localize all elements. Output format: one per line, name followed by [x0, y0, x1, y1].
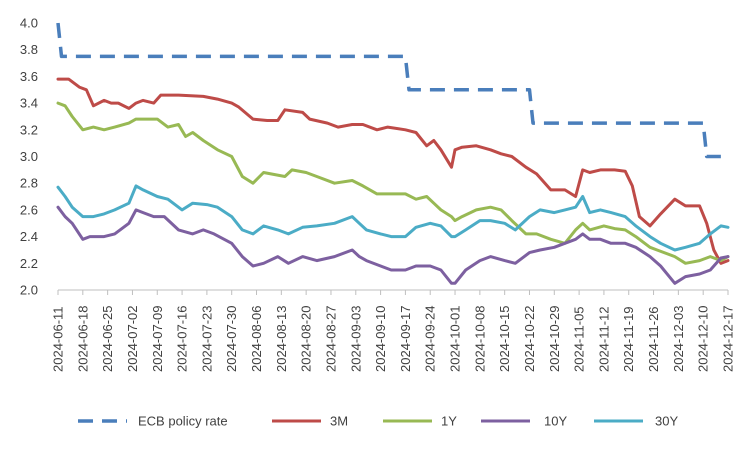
x-tick-label: 2024-11-26 — [646, 306, 661, 372]
x-tick-label: 2024-12-03 — [671, 306, 686, 373]
x-tick-label: 2024-08-06 — [249, 306, 264, 373]
legend-label-30y: 30Y — [655, 414, 678, 429]
y-tick-label: 3.4 — [20, 96, 38, 111]
x-tick-label: 2024-11-12 — [596, 306, 611, 372]
x-tick-label: 2024-12-17 — [721, 306, 736, 373]
x-tick-label: 2024-09-17 — [398, 306, 413, 373]
series-line-10y — [56, 205, 730, 285]
y-tick-label: 2.4 — [20, 229, 38, 244]
legend: ECB policy rate 3M 1Y 10Y 30Y — [78, 414, 678, 429]
x-tick-label: 2024-10-08 — [472, 306, 487, 372]
y-tick-label: 2.2 — [20, 256, 38, 271]
y-tick-label: 2.6 — [20, 202, 38, 217]
series-line-1y — [56, 101, 730, 265]
y-tick-label: 3.6 — [20, 69, 38, 84]
y-axis: 4.0 3.8 3.6 3.4 3.2 3.0 2.8 2.6 2.4 2.2 2.0 — [20, 16, 38, 298]
x-tick-label: 2024-07-09 — [150, 306, 165, 373]
series-lines — [56, 22, 730, 285]
x-tick-label: 2024-12-10 — [696, 306, 711, 373]
x-tick-label: 2024-09-03 — [348, 306, 363, 373]
x-tick-label: 2024-09-10 — [373, 306, 388, 373]
legend-label-10y: 10Y — [544, 414, 567, 429]
y-tick-label: 3.2 — [20, 122, 38, 137]
x-tick-label: 2024-06-18 — [75, 306, 90, 373]
x-tick-label: 2024-11-05 — [572, 306, 587, 372]
y-tick-label: 2.0 — [20, 283, 38, 298]
x-tick-label: 2024-10-22 — [522, 306, 537, 373]
x-tick-label: 2024-10-01 — [448, 306, 463, 373]
x-tick-label: 2024-07-02 — [125, 306, 140, 373]
x-tick-label: 2024-06-25 — [100, 306, 115, 373]
x-tick-label: 2024-08-20 — [299, 306, 314, 373]
legend-label-3m: 3M — [330, 414, 348, 429]
x-tick-label: 2024-10-29 — [547, 306, 562, 373]
series-line-ecb-policy-rate — [56, 22, 728, 159]
y-tick-label: 2.8 — [20, 176, 38, 191]
legend-label-1y: 1Y — [441, 414, 457, 429]
y-tick-label: 3.0 — [20, 149, 38, 164]
y-tick-label: 4.0 — [20, 16, 38, 31]
series-line-3m — [56, 77, 730, 265]
x-tick-label: 2024-07-16 — [175, 306, 190, 373]
x-tick-label: 2024-08-13 — [274, 306, 289, 373]
series-line-30y — [56, 184, 730, 252]
x-tick-label: 2024-08-27 — [323, 306, 338, 373]
x-tick-label: 2024-11-19 — [621, 306, 636, 372]
y-tick-label: 3.8 — [20, 42, 38, 57]
x-tick-label: 2024-09-24 — [423, 306, 438, 373]
legend-label-ecb-policy-rate: ECB policy rate — [138, 414, 228, 429]
x-tick-label: 2024-07-23 — [199, 306, 214, 373]
x-tick-label: 2024-07-30 — [224, 306, 239, 373]
x-tick-label: 2024-10-15 — [497, 306, 512, 372]
x-axis: 2024-06-11 2024-06-18 2024-06-25 2024-07-02… — [51, 289, 736, 373]
x-tick-label: 2024-06-11 — [51, 306, 66, 372]
